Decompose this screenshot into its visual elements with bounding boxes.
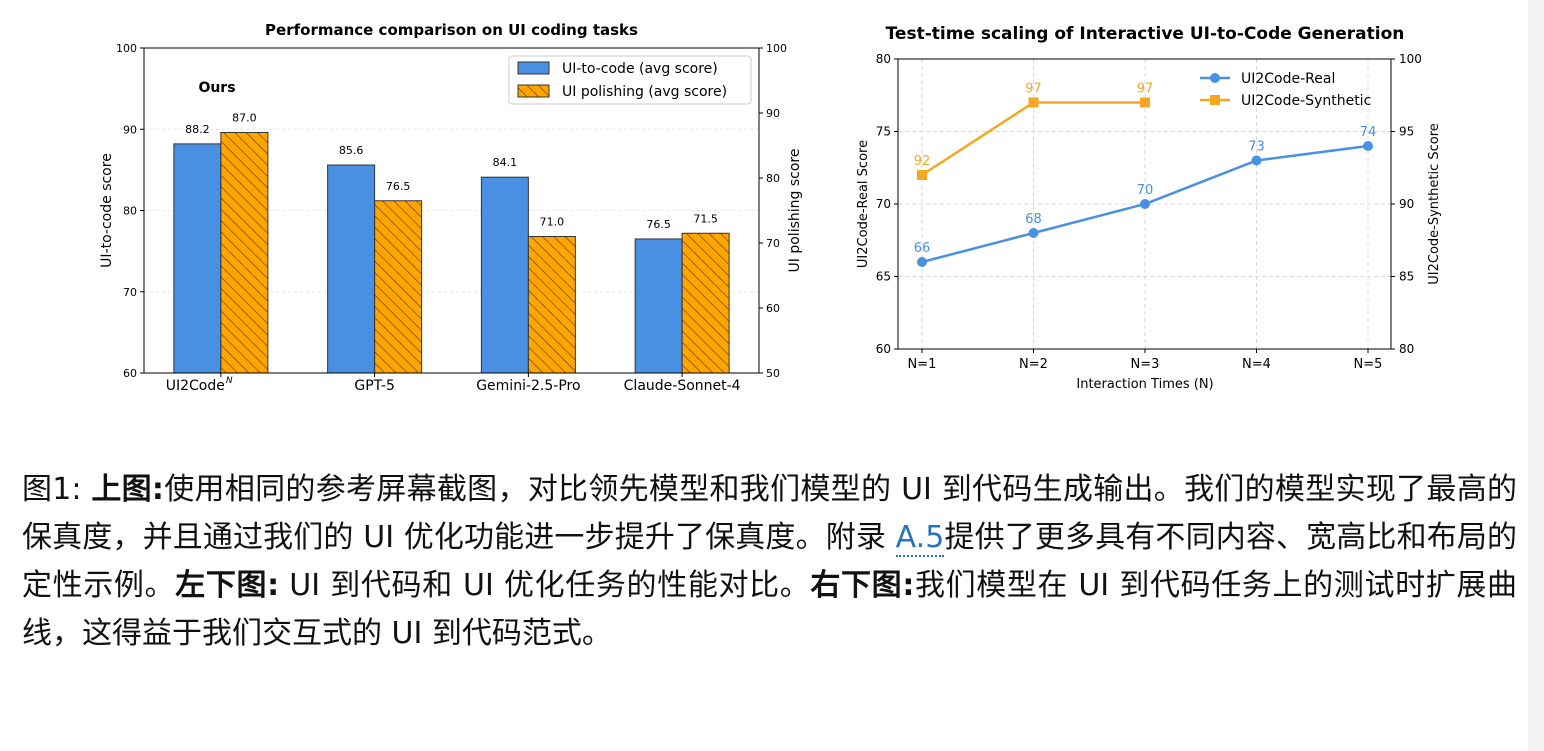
x-tick-label: Claude-Sonnet-4 [624, 378, 741, 394]
x-axis-label: Interaction Times (N) [1076, 377, 1213, 392]
figure-caption: 图1: 上图:使用相同的参考屏幕截图，对比领先模型和我们模型的 UI 到代码生成… [22, 466, 1517, 658]
point-marker [917, 257, 927, 267]
x-tick-label: N=2 [1019, 357, 1048, 372]
x-tick-label: Gemini-2.5-Pro [476, 378, 580, 394]
y-tick-label: 60 [876, 342, 891, 356]
bar-chart: 88.2 87.0 UI2Code N 85.6 76.5 GPT-5 84.1 71.0 Gem… [99, 21, 803, 394]
bar-data-label: 88.2 [185, 123, 210, 136]
appendix-link[interactable]: A.5 [895, 520, 945, 557]
point-marker [1251, 155, 1262, 166]
legend-marker [1210, 95, 1220, 105]
caption-text: 提供了更多具有不同内容、宽高比和布局的定性示例。 [22, 520, 1517, 603]
y2-tick-label: 90 [766, 107, 780, 120]
bar-ui-polishing [374, 200, 423, 374]
legend-label: UI2Code-Synthetic [1241, 93, 1371, 109]
y-tick-label: 60 [123, 367, 137, 380]
point-marker [1140, 97, 1150, 108]
caption-text: 使用相同的参考屏幕截图，对比领先模型和我们模型的 UI 到代码生成输出。我们的模… [22, 472, 1518, 555]
caption-bold-label: 左下图: [175, 568, 280, 603]
legend-label: UI polishing (avg score) [562, 84, 727, 100]
figure-charts: 88.2 87.0 UI2Code N 85.6 76.5 GPT-5 84.1 71.0 Gem… [99, 21, 1442, 394]
point-data-label: 73 [1248, 140, 1265, 155]
y-tick-label: 75 [876, 125, 891, 139]
legend-box [508, 55, 752, 105]
caption-body: 上图:使用相同的参考屏幕截图，对比领先模型和我们模型的 UI 到代码生成输出。我… [22, 472, 1517, 651]
legend-label: UI-to-code (avg score) [562, 61, 718, 77]
point-data-label: 68 [1025, 212, 1042, 227]
bar-data-label: 87.0 [232, 112, 257, 125]
y-tick-label: 90 [123, 123, 137, 136]
point-data-label: 92 [914, 154, 931, 169]
bar-data-label: 84.1 [493, 156, 518, 169]
legend-swatch [517, 61, 550, 75]
legend: UI-to-code (avg score) UI polishing (avg … [508, 55, 752, 105]
y-tick-label: 100 [116, 42, 137, 55]
y-tick-label: 70 [123, 286, 137, 299]
y2-axis-label: UI polishing score [787, 149, 803, 273]
x-tick-label: N=4 [1242, 357, 1271, 372]
point-data-label: 70 [1137, 183, 1154, 198]
chart-title: Performance comparison on UI coding task… [265, 21, 638, 39]
point-marker [917, 170, 927, 180]
scrollbar[interactable] [1528, 0, 1544, 751]
y2-tick-label: 85 [1399, 270, 1414, 284]
y2-tick-label: 100 [1399, 52, 1422, 66]
bar-data-label: 71.5 [693, 212, 718, 225]
x-tick-label: N=5 [1354, 357, 1383, 372]
y2-tick-label: 100 [766, 42, 787, 55]
bar-ui-to-code [480, 176, 529, 374]
x-tick-label: N=1 [908, 357, 937, 372]
caption-text: 我们模型在 UI 到代码任务上的测试时扩展曲线，这得益于我们交互式的 UI 到代… [22, 568, 1517, 651]
y2-tick-label: 90 [1399, 197, 1414, 211]
y2-tick-label: 50 [766, 367, 780, 380]
bar-ui-to-code [634, 238, 683, 374]
y2-tick-label: 80 [766, 172, 780, 185]
legend: UI2Code-Real UI2Code-Synthetic [1200, 71, 1371, 109]
y2-tick-label: 60 [766, 302, 780, 315]
y-tick-label: 65 [876, 270, 891, 284]
line-chart: 60 65 70 75 80 80 85 90 95 100 N=1 N=2 N=3 N=4 N=5 66 68… [856, 24, 1442, 392]
bar-data-label: 71.0 [540, 216, 565, 229]
bar-ui-to-code [327, 164, 376, 374]
y-axis-label: UI2Code-Real Score [856, 140, 871, 268]
chart-title: Test-time scaling of Interactive UI-to-C… [886, 24, 1405, 44]
y2-tick-label: 80 [1399, 342, 1414, 356]
x-tick-label: GPT-5 [354, 378, 395, 394]
bar-data-label: 76.5 [386, 180, 411, 193]
legend-label: UI2Code-Real [1241, 71, 1335, 87]
y-axis-label: UI-to-code score [99, 153, 115, 268]
y-tick-label: 80 [876, 52, 891, 66]
legend-marker [1210, 73, 1220, 83]
point-marker [1363, 141, 1373, 151]
point-data-label: 74 [1360, 125, 1377, 140]
point-data-label: 97 [1137, 82, 1154, 97]
point-marker [1140, 199, 1150, 209]
y2-tick-label: 95 [1399, 125, 1414, 139]
bar-data-label: 76.5 [646, 218, 671, 231]
y2-axis-label: UI2Code-Synthetic Score [1427, 123, 1442, 285]
legend-swatch [517, 84, 550, 98]
bar-ui-polishing [220, 132, 269, 374]
x-tick-label: N=3 [1131, 357, 1160, 372]
caption-bold-label: 上图: [91, 472, 164, 507]
x-tick-superscript: N [226, 376, 233, 386]
bar-data-label: 85.6 [339, 144, 364, 157]
y2-tick-label: 70 [766, 237, 780, 250]
bar-ui-to-code [173, 143, 222, 374]
caption-bold-label: 右下图: [810, 568, 915, 603]
point-data-label: 97 [1025, 82, 1042, 97]
x-tick-label: UI2Code [166, 378, 225, 394]
ours-annotation: Ours [198, 80, 235, 96]
bar-ui-polishing [681, 232, 730, 374]
point-marker [1028, 228, 1039, 238]
point-data-label: 66 [914, 241, 931, 256]
bar-ui-polishing [527, 236, 576, 374]
caption-text: UI 到代码和 UI 优化任务的性能对比。 [279, 568, 811, 603]
point-marker [1028, 97, 1039, 108]
y-tick-label: 70 [876, 197, 891, 211]
figure-label: 图1: [22, 472, 82, 507]
y-tick-label: 80 [123, 205, 137, 218]
